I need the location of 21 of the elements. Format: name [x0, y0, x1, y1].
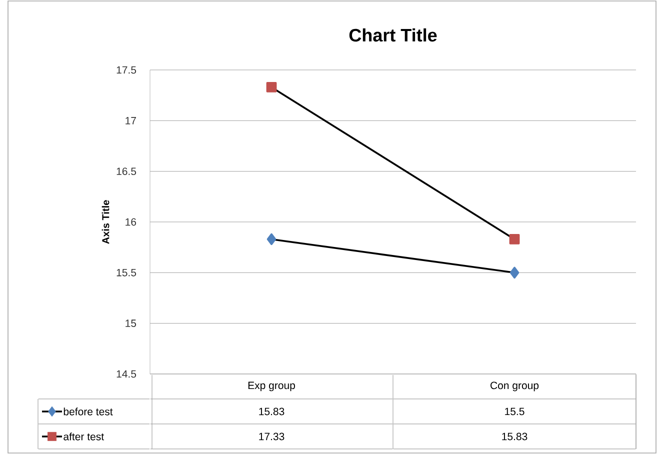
x-tick-label: Con group	[490, 382, 539, 392]
y-tick-label: 17	[126, 117, 136, 124]
legend-label: after test	[64, 432, 104, 440]
y-tick-label: 15.5	[116, 268, 136, 276]
y-tick-label: 17.5	[116, 66, 136, 74]
point	[266, 233, 276, 246]
x-tick-label: Exp group	[248, 382, 295, 392]
y-tick-label: 16	[126, 218, 136, 226]
point	[510, 266, 520, 279]
data-label: 15.5	[505, 408, 524, 416]
legend-label: before test	[64, 408, 113, 416]
point	[509, 234, 520, 244]
data-label: 15.83	[259, 408, 284, 416]
data-label: 17.33	[259, 432, 284, 440]
y-tick-label: 16.5	[116, 168, 136, 176]
point	[266, 82, 277, 92]
y-tick-label: 14.5	[116, 370, 136, 378]
y-axis-title: Axis Title	[102, 200, 110, 244]
y-tick-label: 15	[126, 320, 136, 327]
chart-title: Chart Title	[349, 28, 437, 42]
data-label: 15.83	[502, 432, 528, 440]
